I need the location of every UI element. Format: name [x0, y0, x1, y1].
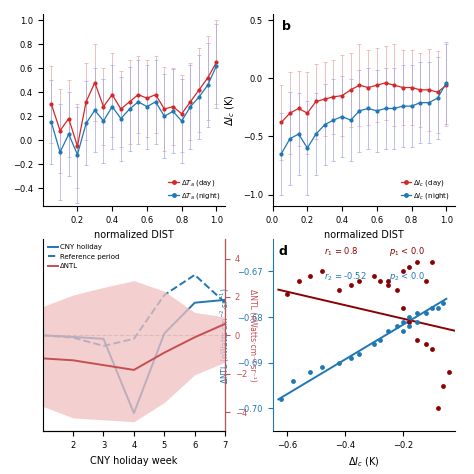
Point — [405, 313, 412, 321]
Point — [440, 382, 447, 390]
Y-axis label: $\Delta I_c$ (K): $\Delta I_c$ (K) — [224, 94, 237, 126]
Point — [422, 341, 430, 348]
Point — [399, 318, 407, 326]
Legend: $\Delta T_a$ (day), $\Delta T_a$ (night): $\Delta T_a$ (day), $\Delta T_a$ (night) — [167, 176, 222, 203]
Point — [440, 300, 447, 307]
X-axis label: $\Delta I_c$ (K): $\Delta I_c$ (K) — [348, 456, 380, 469]
Point — [399, 327, 407, 335]
Point — [422, 277, 430, 284]
Point — [399, 268, 407, 275]
Point — [318, 364, 326, 371]
Point — [347, 355, 355, 362]
Point — [336, 286, 343, 293]
Point — [414, 258, 421, 266]
Point — [384, 327, 392, 335]
X-axis label: normalized DIST: normalized DIST — [94, 230, 174, 240]
Point — [370, 341, 378, 348]
Y-axis label: ΔNTL (nWatts·cm⁻²·sr⁻¹): ΔNTL (nWatts·cm⁻²·sr⁻¹) — [248, 289, 257, 382]
Point — [384, 277, 392, 284]
Text: b: b — [282, 20, 291, 33]
Point — [370, 272, 378, 280]
Text: d: d — [278, 245, 287, 258]
Text: $r_2$ = -0.52: $r_2$ = -0.52 — [324, 270, 366, 283]
Point — [446, 368, 453, 376]
Point — [347, 281, 355, 289]
Point — [277, 396, 285, 403]
Point — [428, 258, 436, 266]
Point — [384, 281, 392, 289]
Point — [356, 350, 363, 357]
Point — [283, 291, 291, 298]
Point — [399, 304, 407, 312]
Point — [428, 345, 436, 353]
Point — [306, 368, 314, 376]
Point — [393, 322, 401, 330]
Point — [376, 336, 383, 344]
Text: $r_1$ = 0.8: $r_1$ = 0.8 — [324, 245, 358, 258]
Point — [306, 272, 314, 280]
Point — [405, 263, 412, 271]
Point — [336, 359, 343, 366]
Text: $p_2$ < 0.0: $p_2$ < 0.0 — [389, 270, 426, 283]
Point — [422, 309, 430, 316]
Point — [414, 336, 421, 344]
Point — [376, 277, 383, 284]
Point — [434, 304, 441, 312]
Point — [405, 322, 412, 330]
Point — [356, 277, 363, 284]
Point — [414, 318, 421, 326]
Legend: CNY holiday, Reference period, ΔNTL: CNY holiday, Reference period, ΔNTL — [46, 243, 121, 271]
Point — [289, 377, 297, 385]
X-axis label: CNY holiday week: CNY holiday week — [90, 456, 178, 465]
Point — [434, 405, 441, 412]
X-axis label: normalized DIST: normalized DIST — [324, 230, 404, 240]
Point — [428, 304, 436, 312]
Point — [405, 318, 412, 326]
Point — [295, 277, 302, 284]
Legend: $\Delta I_c$ (day), $\Delta I_c$ (night): $\Delta I_c$ (day), $\Delta I_c$ (night) — [400, 176, 452, 203]
Point — [318, 268, 326, 275]
Point — [393, 286, 401, 293]
Text: $p_1$ < 0.0: $p_1$ < 0.0 — [389, 245, 426, 258]
Y-axis label: $\Delta$NTL (nWatts$\cdot$cm$^{-2}$$\cdot$sr$^{-1}$): $\Delta$NTL (nWatts$\cdot$cm$^{-2}$$\cdo… — [218, 287, 232, 383]
Point — [414, 309, 421, 316]
